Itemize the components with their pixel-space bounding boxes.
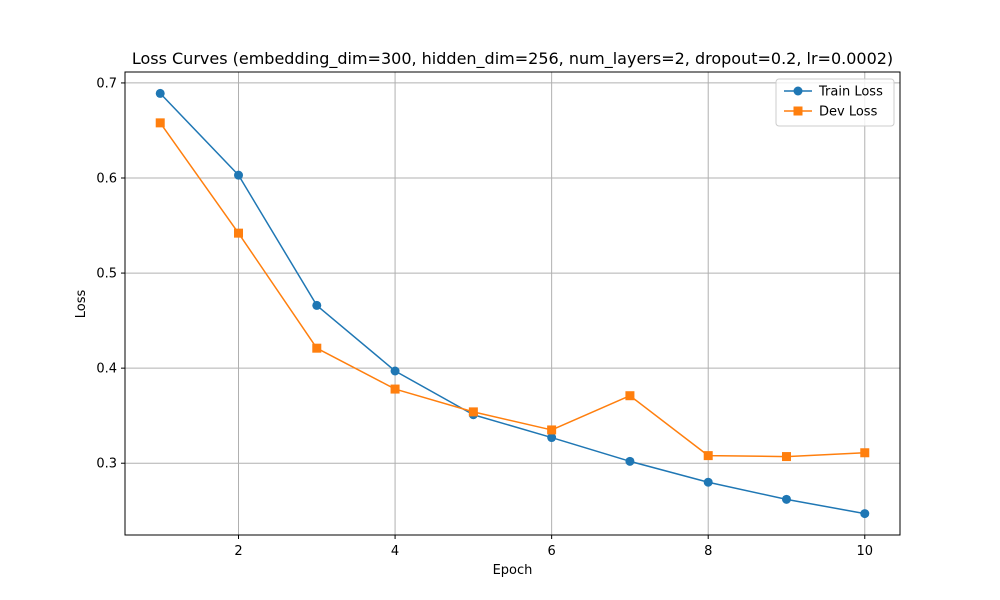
dev-loss-point [155,118,165,128]
train-loss-point [703,477,713,487]
y-tick-label: 0.6 [96,172,117,187]
train-loss-point [860,509,870,519]
legend-label: Dev Loss [819,105,878,120]
train-loss-point [234,170,244,180]
dev-loss-point [234,228,244,238]
dev-loss-point [703,451,713,461]
dev-loss-point [625,391,635,401]
y-tick-label: 0.7 [96,76,117,91]
grid [125,72,900,535]
x-tick-label: 6 [548,544,556,559]
y-tick-label: 0.4 [96,362,117,377]
dev-loss-point [781,452,791,462]
dev-loss-point [860,448,870,458]
legend-marker [793,86,803,96]
legend-marker [793,106,803,116]
train-loss-series [155,88,870,519]
series-layer [155,88,870,519]
dev-loss-line [159,122,865,458]
dev-loss-point [468,407,478,417]
train-loss-point [781,494,791,504]
train-loss-point [547,433,557,443]
legend-item-train-loss: Train Loss [784,85,883,100]
train-loss-point [390,366,400,376]
dev-loss-series [155,118,870,462]
legend-label: Train Loss [818,85,883,100]
legend: Train Loss Dev Loss [775,78,895,127]
train-loss-point [312,300,322,310]
dev-loss-point [547,425,557,435]
train-loss-point [155,88,165,98]
dev-loss-point [390,384,400,394]
y-axis-label: Loss [74,290,89,319]
x-axis-label: Epoch [493,563,533,578]
dev-loss-point [312,343,322,353]
plot-frame [124,71,901,536]
x-tick-label: 10 [856,544,873,559]
y-tick-label: 0.3 [96,457,117,472]
x-tick-label: 4 [391,544,399,559]
train-loss-point [625,456,635,466]
x-tick-label: 8 [704,544,712,559]
train-loss-line [159,92,865,515]
legend-item-dev-loss: Dev Loss [784,105,878,120]
x-tick-label: 2 [234,544,242,559]
chart-title: Loss Curves (embedding_dim=300, hidden_d… [132,49,893,69]
y-tick-label: 0.5 [96,267,117,282]
axis-ticks: 2 4 6 8 10 0.3 0.4 0.5 0.6 0.7 [96,76,873,559]
